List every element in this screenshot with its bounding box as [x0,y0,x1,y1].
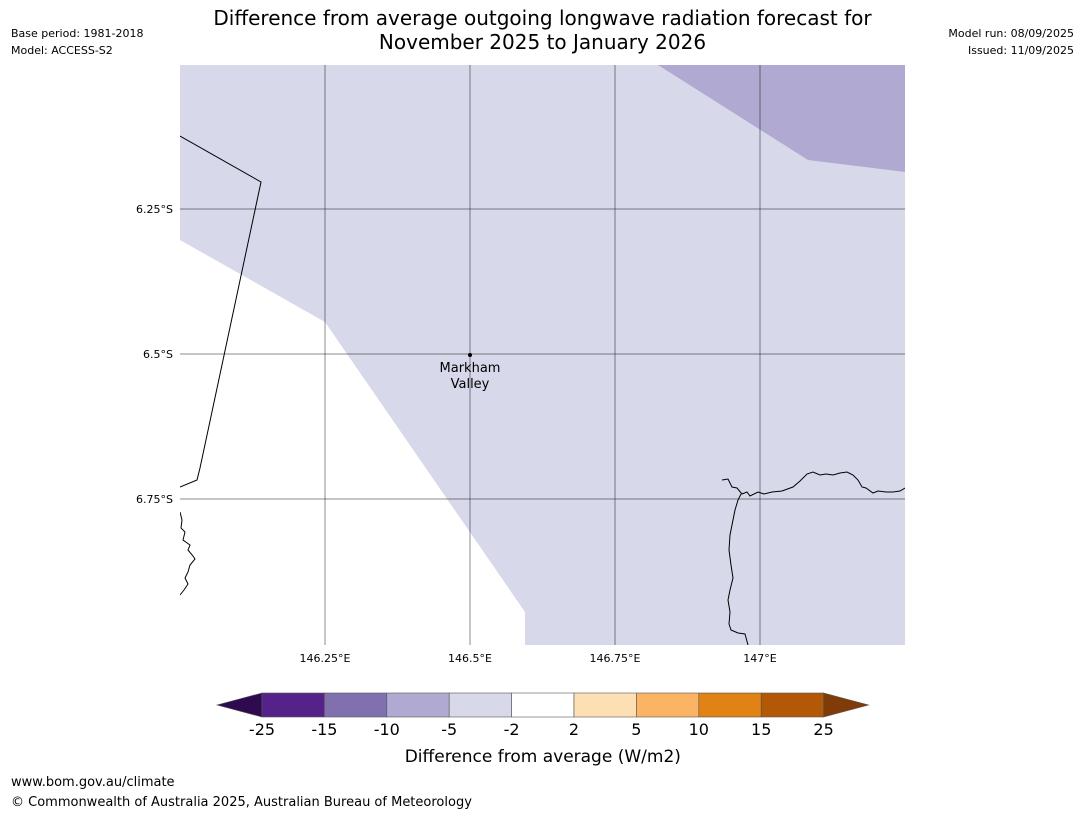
place-label-line-1: Markham [440,361,501,376]
province-border [180,135,262,488]
colorbar-segment [511,692,575,718]
colorbar-extend-high [823,692,870,718]
lon-tick-label: 146.5°E [448,652,492,665]
place-label-line-2: Valley [451,377,490,392]
map-panel: Markham Valley [180,65,905,645]
colorbar-segment [698,692,762,718]
colorbar-tick-label: 25 [813,720,833,739]
colorbar-tick-label: 5 [631,720,641,739]
colorbar-tick-label: -2 [504,720,520,739]
lon-tick-label: 146.75°E [590,652,641,665]
issued-text: Issued: 11/09/2025 [967,44,1074,57]
base-period-text: Base period: 1981-2018 [11,27,144,40]
footer-url[interactable]: www.bom.gov.au/climate [11,775,175,790]
lat-tick-label: 6.5°S [143,348,173,361]
colorbar-tick-label: 2 [569,720,579,739]
colorbar-label: Difference from average (W/m2) [405,747,681,767]
colorbar-extend-low [215,692,263,718]
header-left: Base period: 1981-2018 Model: ACCESS-S2 [11,25,143,59]
footer-copyright: © Commonwealth of Australia 2025, Austra… [11,795,472,810]
colorbar-segment [324,692,388,718]
coastline-west [180,511,196,596]
location-marker-icon [468,353,472,357]
colorbar-tick-label: 15 [751,720,771,739]
colorbar-segment [261,692,325,718]
model-text: Model: ACCESS-S2 [11,44,113,57]
lon-tick-label: 146.25°E [300,652,351,665]
colorbar-tick-label: -25 [249,720,275,739]
river-line [727,493,749,645]
colorbar-segment [386,692,450,718]
title-line-1: Difference from average outgoing longwav… [213,6,872,30]
lat-tick-label: 6.75°S [136,493,173,506]
colorbar-segment [448,692,512,718]
model-run-text: Model run: 08/09/2025 [948,27,1074,40]
anomaly-region-medium [658,65,905,172]
anomaly-region-light [180,65,905,645]
colorbar-tick-label: -5 [441,720,457,739]
title-line-2: November 2025 to January 2026 [378,30,707,54]
graticule [180,65,905,645]
colorbar-segment [636,692,700,718]
lon-tick-label: 147°E [743,652,776,665]
axis-ticks: 146.25°E 146.5°E 146.75°E 147°E 6.25°S 6… [136,203,777,665]
map-title: Difference from average outgoing longwav… [180,6,905,54]
header-right: Model run: 08/09/2025 Issued: 11/09/2025 [948,25,1074,59]
colorbar-tick-label: 10 [689,720,709,739]
lat-tick-label: 6.25°S [136,203,173,216]
colorbar-tick-label: -15 [311,720,337,739]
colorbar-segment [760,692,824,718]
colorbar-tick-label: -10 [374,720,400,739]
coastline-east [721,471,905,497]
colorbar-segment [573,692,637,718]
